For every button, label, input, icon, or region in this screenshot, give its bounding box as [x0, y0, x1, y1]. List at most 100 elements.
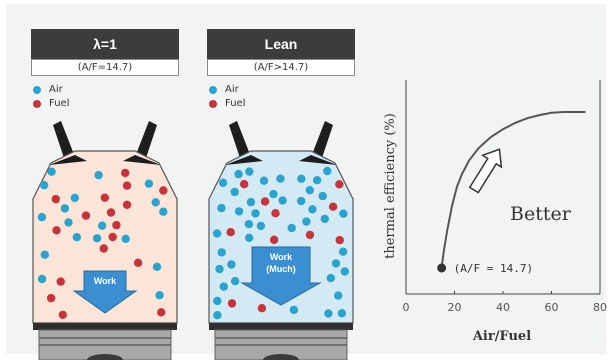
fuel-molecule: [46, 293, 56, 303]
injector-right-icon: [135, 121, 157, 161]
work-arrow-icon: [240, 246, 322, 306]
legend-air: Air: [33, 84, 63, 95]
legend-air-label: Air: [49, 84, 63, 95]
air-molecule: [39, 180, 49, 190]
air-molecule: [212, 229, 222, 238]
valve-left-icon: [225, 155, 263, 165]
connecting-rod: [263, 354, 299, 360]
stoich-title: λ=1: [31, 29, 179, 59]
injector-left-icon: [229, 121, 251, 161]
air-molecule: [151, 198, 160, 207]
air-molecule-icon: [209, 85, 217, 94]
fuel-molecule: [269, 235, 279, 244]
air-molecule: [324, 309, 333, 318]
air-molecule: [320, 214, 329, 224]
air-molecule: [217, 248, 226, 257]
fuel-molecule: [157, 308, 166, 317]
air-molecule: [245, 233, 254, 242]
air-molecule: [308, 205, 317, 214]
stoichiometric-point-label: (A/F = 14.7): [454, 262, 533, 275]
air-molecule: [213, 311, 222, 320]
air-molecule: [302, 217, 311, 226]
air-molecule: [159, 207, 168, 216]
air-molecule: [312, 176, 322, 185]
air-molecule: [259, 176, 269, 185]
air-molecule: [219, 282, 228, 291]
valve-right-icon: [123, 155, 161, 165]
fuel-molecule: [122, 200, 132, 209]
piston-crown: [209, 323, 353, 330]
fuel-molecule: [240, 180, 249, 189]
air-molecule: [340, 267, 349, 276]
fuel-molecule: [260, 197, 270, 206]
air-molecule: [297, 174, 306, 183]
fuel-molecule: [121, 168, 130, 178]
stoich-panel: λ=1 (A/F=14.7) Air Fuel Work: [31, 29, 179, 360]
efficiency-curve: [440, 111, 586, 269]
connecting-rod: [87, 354, 123, 360]
work-arrow-label: (Much): [266, 264, 296, 274]
efficiency-chart: 0 20 40 60 80 Air/Fuel thermal efficiency (%…: [383, 80, 607, 344]
air-molecule: [227, 260, 236, 269]
air-molecule: [244, 219, 254, 229]
lean-cylinder-svg: Work (Much): [208, 121, 354, 360]
legend-fuel-label: Fuel: [225, 98, 246, 109]
valve-right-icon: [299, 155, 337, 165]
air-molecule: [246, 197, 256, 207]
fuel-molecule: [122, 181, 132, 190]
work-arrow-label: Work: [94, 276, 117, 286]
fuel-molecule: [51, 194, 60, 204]
injector-left-icon: [53, 121, 75, 161]
valve-left-icon: [49, 155, 87, 165]
legend-fuel-label: Fuel: [49, 98, 70, 109]
fuel-molecule-icon: [33, 99, 41, 108]
air-molecule: [278, 196, 287, 205]
x-axis-label: Air/Fuel: [472, 329, 531, 344]
air-molecule-icon: [33, 85, 41, 94]
fuel-molecule: [226, 228, 235, 237]
air-molecule: [297, 196, 306, 206]
air-molecule: [213, 296, 222, 306]
fuel-molecule: [56, 277, 65, 286]
fuel-molecule: [108, 232, 117, 242]
injector-right-icon: [311, 121, 333, 161]
air-molecule: [251, 209, 260, 218]
fuel-molecule: [112, 220, 121, 230]
air-molecule: [234, 169, 243, 179]
fuel-molecule-icon: [209, 99, 217, 108]
legend-air: Air: [209, 84, 239, 95]
air-molecule: [144, 179, 154, 188]
air-molecule: [234, 207, 244, 216]
better-arrow-icon: [468, 148, 503, 194]
stoichiometric-point-marker: [437, 263, 447, 273]
stoich-ratio-label: (A/F=14.7): [31, 59, 179, 76]
x-tick-label: 40: [496, 301, 510, 314]
y-axis-label: thermal efficiency (%): [383, 113, 398, 259]
air-molecule: [218, 178, 228, 187]
fuel-molecule: [271, 209, 280, 218]
air-molecule: [337, 309, 347, 318]
air-molecule: [323, 166, 332, 176]
fuel-molecule: [335, 235, 344, 245]
air-molecule: [47, 167, 56, 176]
air-molecule: [152, 262, 162, 271]
x-tick-label: 20: [448, 301, 462, 314]
x-tick-label: 80: [593, 301, 607, 314]
air-molecule: [37, 274, 47, 284]
air-molecule: [217, 203, 226, 213]
fuel-molecule: [58, 310, 67, 319]
air-molecule: [289, 305, 299, 315]
fuel-molecule: [305, 230, 315, 240]
air-molecule: [215, 264, 224, 274]
fuel-molecule: [52, 226, 61, 235]
air-molecule: [64, 218, 73, 227]
lean-panel: Lean (A/F>14.7) Air Fuel Work (Much): [207, 29, 355, 360]
fuel-molecule: [257, 304, 267, 313]
fuel-molecule: [106, 208, 116, 217]
air-molecule: [245, 167, 254, 176]
fuel-molecule: [159, 186, 168, 195]
lean-title: Lean: [207, 29, 355, 59]
air-molecule: [256, 221, 266, 231]
air-molecule: [40, 250, 49, 259]
air-molecule: [269, 189, 278, 199]
